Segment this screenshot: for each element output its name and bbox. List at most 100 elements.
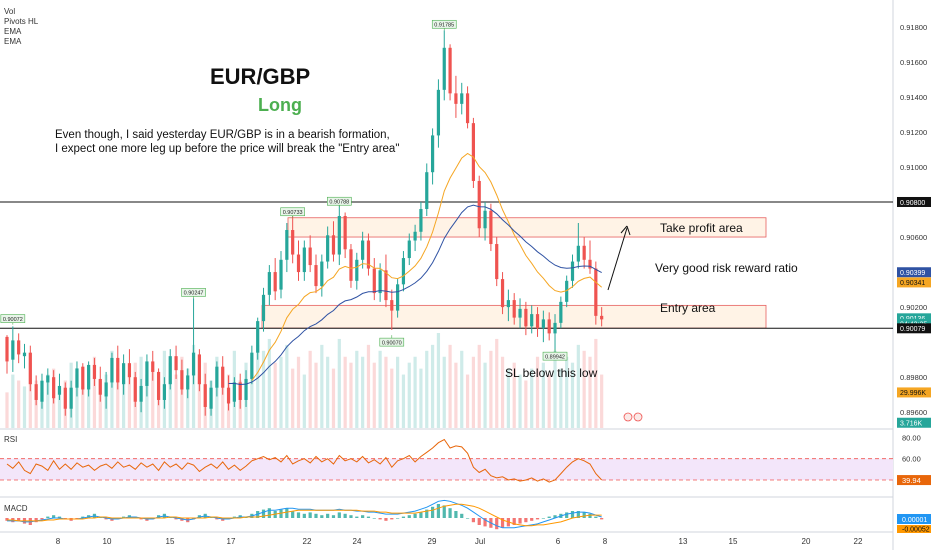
macd-histogram-bar [384, 518, 388, 521]
macd-histogram-bar [104, 518, 108, 520]
candle-body [98, 378, 102, 395]
volume-bar [518, 374, 522, 428]
volume-bar [448, 344, 452, 428]
pivot-label-box [379, 337, 405, 347]
candle-body [448, 47, 452, 94]
candle-body [390, 300, 394, 311]
macd-histogram-bar [454, 511, 458, 518]
candle-body [302, 247, 306, 273]
target-arrow-shaft [607, 227, 628, 291]
macd-signal-tag-bg [897, 525, 931, 533]
candle-body [232, 382, 236, 402]
candle-body [81, 366, 85, 390]
volume-bar [460, 350, 464, 428]
pivot-label: 0.90733 [283, 210, 303, 216]
candle-body [442, 47, 446, 90]
rsi-pane: RSI 80.00 60.00 39.94 [0, 433, 931, 486]
candle-body [460, 93, 464, 104]
candle-body [238, 382, 242, 400]
macd-histogram-bar [512, 518, 516, 525]
candle-body [530, 314, 534, 327]
volume-bar [127, 374, 132, 428]
macd-histogram-bar [483, 518, 487, 527]
price-tag-bg [897, 387, 931, 398]
volume-bar [40, 392, 44, 428]
macd-histogram-bar [285, 508, 289, 518]
macd-histogram-bar [594, 516, 598, 518]
price-tick: 0.91400 [900, 93, 927, 102]
macd-histogram-bar [291, 511, 295, 518]
macd-value-tag: 0.00001 [902, 517, 927, 524]
candle-body [34, 384, 38, 400]
price-tag: 0.90079 [900, 326, 925, 333]
volume-bar [454, 362, 458, 428]
macd-histogram-bar [401, 516, 406, 518]
macd-histogram-bar [547, 516, 551, 518]
candle-body [92, 364, 97, 379]
price-tick: 0.91200 [900, 128, 927, 137]
volume-bar [279, 356, 283, 428]
volume-bar [320, 344, 324, 428]
volume-bar [547, 374, 551, 428]
macd-histogram-bar [122, 516, 126, 518]
candle-body [209, 387, 213, 409]
macd-histogram-bar [576, 511, 580, 518]
volume-bar [46, 374, 50, 428]
macd-histogram-bar [565, 512, 569, 518]
pivot-label-box [0, 314, 26, 323]
legend-ema-1[interactable]: EMA [4, 27, 22, 36]
volume-bar [11, 374, 15, 428]
macd-histogram-bar [174, 518, 178, 520]
candle-body [600, 315, 604, 320]
volume-bar [483, 362, 487, 428]
macd-histogram-bar [139, 518, 143, 520]
macd-histogram-bar [419, 512, 423, 518]
candle-body [518, 308, 522, 318]
candle-body [279, 259, 283, 290]
volume-bar [407, 362, 411, 428]
volume-bar [261, 350, 266, 428]
candle-body [145, 361, 149, 386]
candle-body [314, 265, 318, 287]
candle-body [244, 378, 248, 400]
volume-bar [600, 374, 604, 428]
macd-histogram-bar [40, 518, 44, 520]
price-tag-bg [897, 323, 931, 334]
macd-histogram-bar [600, 518, 604, 520]
volume-bar [565, 356, 569, 428]
zones-layer [0, 201, 893, 329]
legend-ema-2[interactable]: EMA [4, 37, 22, 46]
macd-histogram-bar [407, 515, 411, 518]
price-tag-bg [897, 196, 931, 207]
volume-bar [582, 350, 586, 428]
volume-bar [87, 368, 91, 428]
volume-bar [168, 362, 172, 428]
macd-pane: MACD 0.00001 -0.00052 [4, 499, 931, 534]
candle-body [576, 245, 580, 262]
candle-body [326, 235, 330, 262]
ema-layer [228, 152, 603, 386]
macd-histogram-bar [378, 518, 382, 520]
candle-body [308, 247, 312, 266]
volume-bar [500, 356, 505, 428]
volume-bar [471, 356, 475, 428]
price-tick: 0.91800 [900, 23, 927, 32]
candle-body [349, 249, 353, 281]
volume-bar [285, 344, 289, 428]
price-tick: 0.90200 [900, 303, 927, 312]
macd-histogram-bar [326, 513, 330, 518]
candle-body [471, 123, 475, 181]
macd-histogram-bar [535, 518, 540, 520]
macd-histogram-bar [5, 518, 9, 521]
volume-bar [145, 374, 149, 428]
legend-pivots[interactable]: Pivots HL [4, 17, 39, 26]
macd-histogram-bar [52, 515, 56, 518]
legend-vol[interactable]: Vol [4, 7, 16, 16]
candle-body [174, 356, 178, 371]
volume-bar [594, 338, 598, 428]
volume-bar [151, 368, 155, 428]
volume-bar [524, 380, 528, 428]
candle-body [116, 357, 120, 383]
macd-histogram-bar [582, 512, 586, 518]
